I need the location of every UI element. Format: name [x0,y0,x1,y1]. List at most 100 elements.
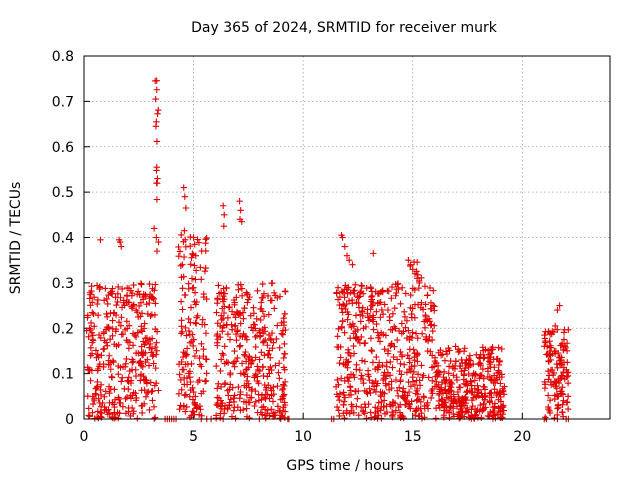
data-point [379,361,386,369]
data-point [187,378,194,386]
data-point [238,360,246,367]
data-point [119,403,127,410]
data-point [185,315,192,323]
data-point [392,292,399,299]
data-point [392,280,399,288]
data-point [194,236,201,243]
data-point [219,350,226,357]
data-point [555,404,562,411]
data-point [252,398,259,406]
data-point [118,285,126,293]
data-point [563,347,571,354]
data-point [258,294,266,301]
data-point [104,300,111,308]
data-point [186,242,194,250]
data-point [460,372,468,379]
data-point [232,322,239,329]
data-point [126,367,134,375]
data-point [384,306,392,314]
data-point [219,298,227,305]
data-point [498,371,505,378]
data-point [255,379,262,387]
data-point [372,288,379,296]
data-point [224,405,231,413]
data-point [407,405,414,412]
data-point [254,409,261,416]
data-point [221,360,229,367]
data-point [122,410,130,417]
data-point [349,261,356,268]
data-point [341,377,348,385]
data-point [407,383,415,390]
data-point [265,311,273,318]
data-point [441,357,449,364]
data-point [392,407,400,414]
data-point [182,243,190,251]
data-point [456,415,463,422]
data-point [379,376,387,384]
data-point [196,354,203,362]
data-point [368,302,375,309]
data-points [83,77,572,423]
data-point [463,356,470,364]
data-point [411,301,419,308]
data-point [414,334,421,342]
data-point [192,276,199,283]
data-point [497,398,505,405]
data-point [406,346,414,353]
data-point [385,381,393,388]
data-point [345,391,353,399]
data-point [87,302,94,309]
data-point [362,339,369,347]
data-point [350,409,358,416]
data-point [486,351,493,358]
data-point [256,329,264,336]
data-point [416,377,423,384]
data-point [396,384,403,391]
data-point [153,328,161,335]
data-point [138,281,145,288]
data-point [368,347,375,354]
data-point [491,364,498,371]
data-point [155,106,162,114]
data-point [152,380,160,387]
data-point [369,379,376,386]
data-point [90,310,97,318]
data-point [101,393,108,400]
data-point [279,395,286,402]
data-point [358,357,366,364]
data-point [192,267,200,274]
data-point [398,330,405,337]
data-point [198,276,205,283]
data-point [132,390,139,397]
data-point [254,287,261,295]
data-point [556,354,564,361]
data-point [192,320,200,327]
data-point [446,414,453,421]
data-point [117,294,124,301]
data-point [197,264,204,271]
data-point [137,299,145,306]
data-point [215,282,222,289]
data-point [381,390,388,397]
data-point [421,405,429,412]
data-point [545,357,552,365]
data-point [94,351,101,358]
data-point [215,290,223,297]
data-point [217,383,225,391]
data-point [392,376,400,384]
data-point [370,250,377,257]
data-point [221,343,228,350]
data-point [138,387,145,394]
data-point [500,407,507,414]
data-point [268,329,276,337]
data-point [252,354,259,361]
data-point [189,408,196,415]
data-point [421,283,429,290]
data-point [189,251,197,258]
data-point [400,385,407,392]
data-point [142,339,150,346]
data-point [563,369,571,376]
data-point [383,402,390,410]
data-point [199,316,206,323]
